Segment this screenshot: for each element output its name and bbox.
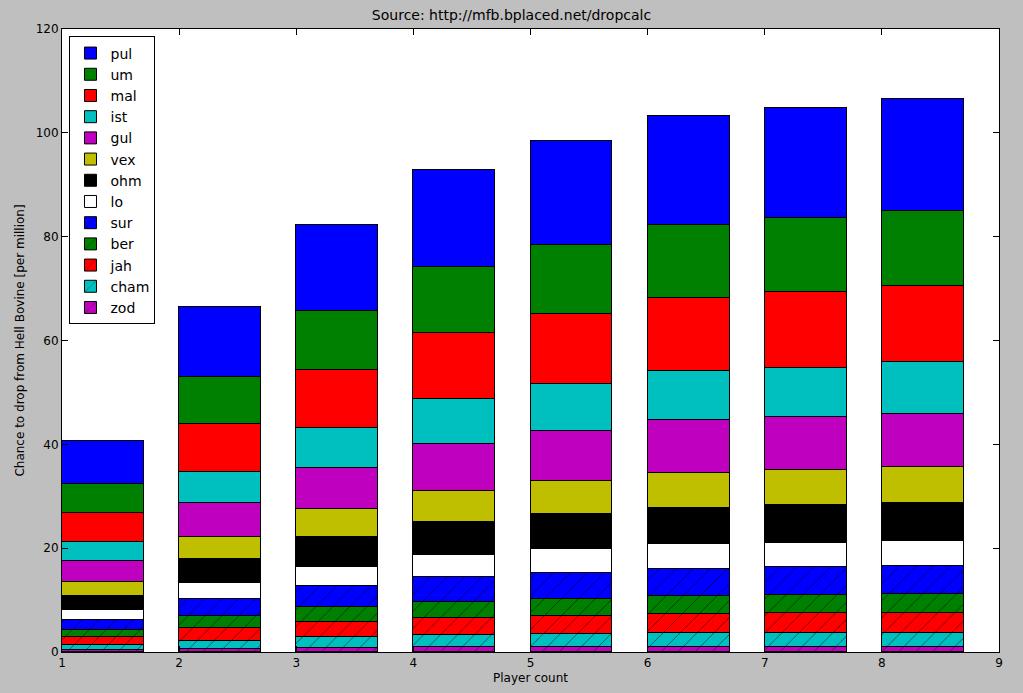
svg-text:80: 80 — [43, 230, 58, 244]
svg-text:jah: jah — [109, 258, 131, 274]
svg-text:8: 8 — [878, 656, 886, 670]
svg-text:4: 4 — [410, 656, 418, 670]
svg-text:pul: pul — [110, 46, 132, 62]
svg-text:6: 6 — [644, 656, 652, 670]
svg-text:Player count: Player count — [493, 671, 568, 685]
svg-text:0: 0 — [51, 645, 59, 659]
svg-text:120: 120 — [36, 22, 59, 36]
svg-text:3: 3 — [292, 656, 300, 670]
svg-text:cham: cham — [110, 279, 149, 295]
svg-text:60: 60 — [43, 334, 58, 348]
svg-text:ohm: ohm — [110, 173, 141, 189]
svg-text:7: 7 — [761, 656, 769, 670]
svg-text:5: 5 — [527, 656, 535, 670]
svg-text:lo: lo — [110, 194, 122, 210]
svg-text:ist: ist — [110, 109, 127, 125]
svg-text:Source: http://mfb.bplaced.net: Source: http://mfb.bplaced.net/dropcalc — [372, 7, 651, 23]
svg-text:sur: sur — [110, 215, 132, 231]
svg-text:zod: zod — [110, 300, 135, 316]
svg-text:mal: mal — [110, 88, 136, 104]
svg-text:2: 2 — [175, 656, 183, 670]
svg-text:20: 20 — [43, 541, 58, 555]
svg-text:40: 40 — [43, 438, 58, 452]
svg-text:9: 9 — [995, 656, 1003, 670]
svg-text:Chance to drop from Hell Bovin: Chance to drop from Hell Bovine [per mil… — [13, 204, 27, 476]
svg-text:gul: gul — [110, 130, 132, 146]
svg-text:100: 100 — [36, 126, 59, 140]
svg-text:ber: ber — [110, 236, 134, 252]
svg-text:1: 1 — [58, 656, 66, 670]
svg-text:um: um — [110, 67, 133, 83]
svg-text:vex: vex — [110, 152, 135, 168]
